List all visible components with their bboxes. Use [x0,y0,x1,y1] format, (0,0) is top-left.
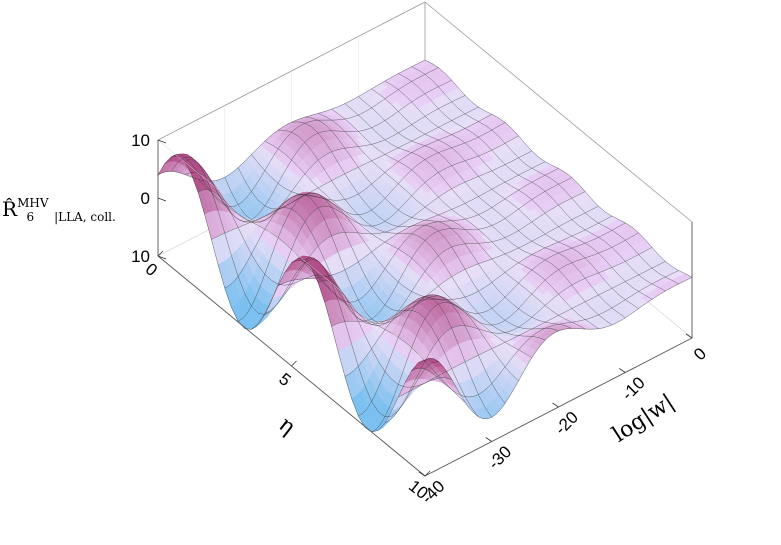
y-tick-label: -30 [484,442,515,473]
y-tick-mark [485,437,492,442]
y-axis-label: log|w| [608,390,679,448]
box-edge-back-top-right [424,1,693,223]
z-tick-label: 10 [131,131,150,150]
mesh-line-logw [171,156,439,417]
box-edge-top-front [157,139,426,361]
mesh-line-logw [251,154,519,382]
z-axis-label: R̂MHV6 |LLA, coll. [2,196,116,224]
y-tick-mark [552,402,559,408]
y-tick-label: 0 [690,344,710,364]
mesh-line-logw [398,73,666,292]
z-axis-label-sub: 6 [26,210,35,224]
z-axis-label-sup: MHV [17,196,49,210]
z-tick-mark [157,197,167,202]
mesh-line-logw [371,88,639,309]
z-tick-mark [157,255,167,260]
y-tick-mark [685,333,693,339]
mesh-line-logw [384,80,653,300]
x-tick-mark [157,250,164,257]
mesh-line-logw [291,121,559,332]
mesh-line-logw [331,108,599,329]
x-tick-mark [424,470,431,477]
x-axis-label: η [274,412,300,440]
x-tick-mark [291,360,297,367]
mesh-line-logw [344,103,613,326]
z-tick-label: 10 [131,247,150,266]
y-tick-mark [418,471,426,477]
surface-mesh [157,59,693,433]
mesh-line-logw [411,66,679,285]
mesh-line-logw [278,129,546,341]
mesh-line-logw [264,140,532,358]
mesh-line-logw [424,59,693,278]
z-axis-label-restriction: |LLA, coll. [54,210,116,224]
mesh-line-logw [318,113,586,330]
z-axis-label-base: R̂ [2,197,18,221]
mesh-line-logw [304,116,572,329]
mesh-line-logw [184,172,452,388]
x-tick-label: 5 [275,369,294,390]
mesh-line-logw [237,167,506,404]
z-tick-label: 0 [141,189,150,208]
y-tick-label: -10 [618,373,649,404]
mesh-line-logw [358,96,626,319]
y-tick-mark [619,368,626,373]
z-tick-mark [157,139,167,144]
mesh-line-logw [157,155,426,433]
mesh-line-logw [224,177,493,418]
y-tick-label: -20 [551,408,582,439]
